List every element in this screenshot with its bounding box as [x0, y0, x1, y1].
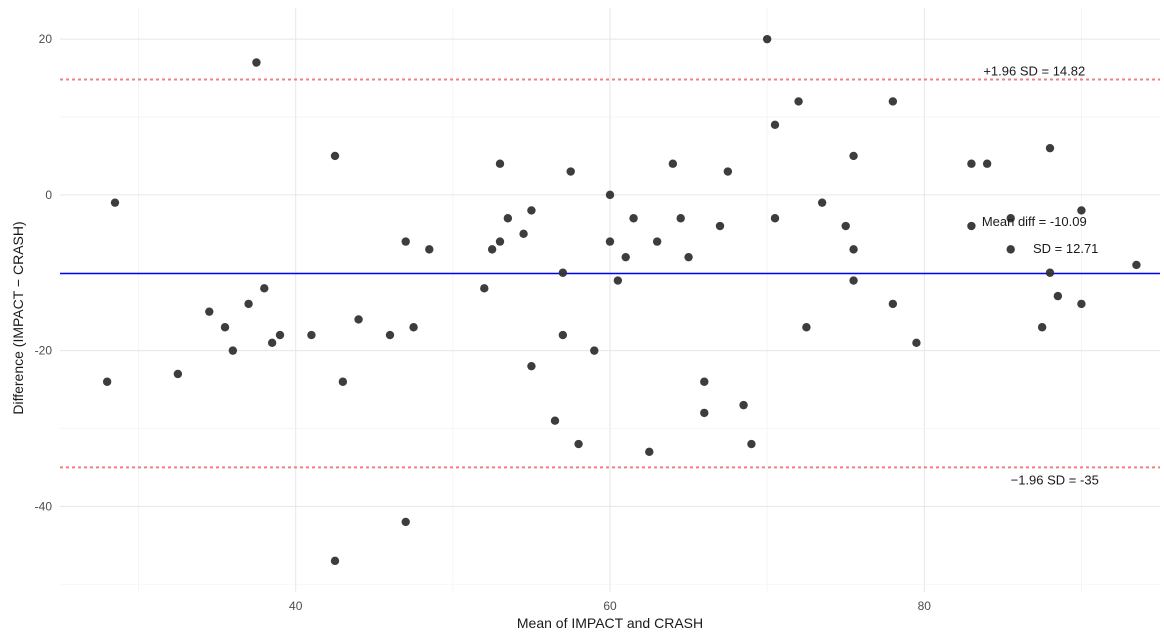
data-point — [252, 58, 261, 67]
data-point — [613, 276, 623, 285]
y-tick-label: -40 — [35, 499, 53, 513]
data-point — [1077, 206, 1086, 215]
data-point — [668, 159, 678, 168]
data-point — [338, 377, 348, 386]
data-point — [888, 97, 898, 106]
data-point — [802, 323, 811, 332]
data-point — [307, 330, 316, 340]
data-point — [550, 416, 560, 425]
data-point — [590, 346, 599, 355]
data-point — [401, 517, 410, 527]
data-point — [102, 377, 112, 386]
data-point — [503, 214, 513, 223]
y-tick-label: 20 — [39, 32, 53, 46]
data-point — [849, 151, 858, 161]
data-point — [1045, 143, 1055, 153]
data-point — [220, 323, 230, 332]
data-point — [888, 299, 898, 309]
data-point — [1077, 299, 1086, 309]
y-tick-label: -20 — [35, 344, 53, 358]
data-point — [173, 369, 183, 379]
data-point — [676, 214, 685, 223]
data-point — [260, 284, 269, 293]
data-point — [967, 221, 976, 231]
reference-lines — [60, 78, 1160, 469]
data-point — [558, 268, 568, 277]
data-point — [652, 237, 662, 246]
data-point — [566, 167, 575, 176]
data-point — [1037, 323, 1047, 332]
data-point — [401, 237, 410, 246]
data-point — [770, 120, 780, 129]
data-point — [700, 377, 709, 386]
data-point — [605, 190, 615, 200]
data-point — [747, 439, 756, 449]
data-point — [244, 299, 253, 309]
data-point — [425, 245, 434, 254]
data-point — [684, 252, 693, 262]
data-point — [1132, 260, 1141, 270]
data-point — [762, 34, 772, 44]
upper-limit-annotation: +1.96 SD = 14.82 — [983, 63, 1085, 78]
data-point — [495, 237, 505, 246]
data-point — [495, 159, 505, 168]
x-tick-label: 80 — [918, 599, 932, 613]
data-point — [480, 284, 489, 293]
data-point — [1045, 268, 1055, 277]
data-point — [330, 556, 340, 566]
data-point — [723, 167, 733, 176]
data-point — [841, 221, 850, 231]
data-point — [794, 97, 803, 106]
data-point — [849, 276, 858, 285]
y-tick-label: 0 — [45, 188, 52, 202]
data-point — [770, 214, 780, 223]
data-points — [102, 34, 1141, 566]
data-point — [205, 307, 214, 316]
lower-limit-annotation: −1.96 SD = -35 — [1011, 472, 1099, 487]
data-point — [110, 198, 120, 207]
data-point — [621, 252, 630, 262]
data-point — [330, 151, 340, 161]
data-point — [228, 346, 238, 355]
data-point — [1053, 291, 1063, 301]
x-tick-label: 40 — [289, 599, 303, 613]
data-point — [849, 245, 858, 254]
data-point — [487, 245, 497, 254]
data-point — [605, 237, 615, 246]
data-point — [629, 214, 638, 223]
x-axis-title: Mean of IMPACT and CRASH — [517, 615, 703, 631]
data-point — [817, 198, 827, 207]
data-point — [1006, 245, 1015, 254]
data-point — [700, 408, 709, 418]
tick-labels: 40 60 80 -40 -20 0 20 — [35, 32, 932, 613]
data-point — [558, 330, 568, 340]
data-point — [715, 221, 725, 231]
data-point — [739, 400, 748, 410]
data-point — [527, 361, 536, 371]
data-point — [275, 330, 285, 340]
data-point — [912, 338, 921, 348]
data-point — [354, 315, 363, 324]
x-tick-label: 60 — [603, 599, 617, 613]
data-point — [519, 229, 528, 239]
y-axis-title: Difference (IMPACT − CRASH) — [10, 221, 26, 414]
data-point — [574, 439, 583, 449]
data-point — [645, 447, 654, 457]
data-point — [267, 338, 277, 348]
data-point — [527, 206, 536, 215]
data-point — [409, 323, 418, 332]
data-point — [982, 159, 992, 168]
data-point — [967, 159, 976, 168]
data-point — [1006, 214, 1015, 223]
mean-diff-annotation: Mean diff = -10.09 — [982, 214, 1087, 229]
data-point — [385, 330, 395, 340]
sd-annotation: SD = 12.71 — [1033, 241, 1098, 256]
